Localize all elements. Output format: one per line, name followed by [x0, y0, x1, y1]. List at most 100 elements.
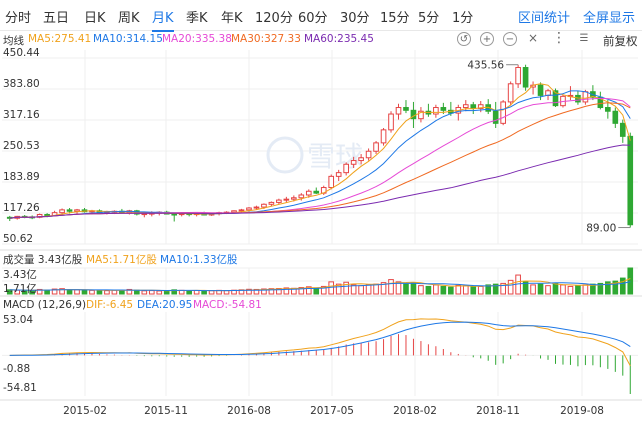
- candle-body: [403, 107, 409, 111]
- volume-bar: [343, 281, 349, 295]
- macd-tick-label: -0.88: [3, 363, 30, 375]
- volume-bar: [148, 290, 155, 295]
- tab-7[interactable]: 年K: [221, 11, 243, 26]
- tab-8[interactable]: 120分: [255, 11, 293, 26]
- price-tick-label: 183.89: [3, 171, 40, 183]
- volume-bar: [156, 290, 163, 295]
- x-axis-label: 2017-05: [310, 405, 354, 417]
- x-axis-label: 2018-02: [393, 405, 437, 417]
- tab-11[interactable]: 15分: [380, 11, 410, 26]
- watermark-text: 雪球: [307, 140, 363, 173]
- macd-dea-line: [9, 321, 631, 356]
- price-tick-label: 383.80: [3, 78, 40, 90]
- watermark-logo: [266, 136, 304, 174]
- volume-bar: [59, 288, 65, 295]
- volume-ma10-line: [9, 281, 631, 292]
- volume-ma5-line: [9, 278, 631, 292]
- settings-icon[interactable]: ☰: [579, 33, 589, 44]
- plus-icon[interactable]: +: [480, 32, 494, 46]
- more-options-icon[interactable]: ⋮: [552, 30, 566, 46]
- volume-legend-item: MA10:1.33亿股: [160, 253, 238, 266]
- ma-legend-item: MA20:335.38: [162, 33, 232, 45]
- undo-icon[interactable]: ↺: [457, 32, 471, 46]
- volume-bar: [119, 289, 125, 295]
- candle-body: [418, 110, 424, 120]
- candle-body: [380, 129, 387, 144]
- tab-10[interactable]: 30分: [340, 11, 370, 26]
- price-tick-label: 250.53: [3, 140, 40, 152]
- candle-body: [552, 90, 559, 107]
- volume-bar: [81, 289, 88, 295]
- macd-legend-item: DIF:-6.45: [86, 299, 133, 311]
- ma60-line: [9, 144, 631, 219]
- candle-body: [597, 96, 604, 109]
- tab-6[interactable]: 季K: [186, 11, 208, 26]
- volume-bar: [410, 282, 417, 295]
- tab-9[interactable]: 60分: [298, 11, 328, 26]
- tab-5[interactable]: 月K: [152, 7, 174, 32]
- volume-bar: [193, 290, 200, 295]
- macd-legend-item: DEA:20.95: [137, 299, 192, 311]
- price-tick-label: 317.16: [3, 109, 40, 121]
- volume-bar: [104, 290, 110, 295]
- volume-bar: [358, 285, 364, 295]
- volume-bar: [612, 280, 619, 295]
- candle-body: [171, 213, 178, 216]
- volume-tick-label: 3.43亿: [3, 268, 37, 281]
- period-tab-bar: 分时 五日 日K 周K 月K 季K 年K 120分 60分 30分 15分 5分 1分: [0, 0, 642, 32]
- candle-body: [358, 157, 364, 162]
- volume-bar: [380, 282, 387, 295]
- candle-body: [313, 190, 320, 194]
- candle-body: [470, 104, 477, 109]
- ma10-line: [9, 90, 631, 219]
- candle-body: [141, 213, 148, 216]
- close-icon[interactable]: ×: [527, 31, 539, 45]
- volume-bar: [418, 285, 424, 295]
- volume-bar: [522, 281, 529, 295]
- volume-bar: [627, 267, 634, 295]
- fullscreen-link[interactable]: 全屏显示: [583, 11, 636, 26]
- candle-body: [59, 209, 65, 214]
- candle-body: [231, 210, 237, 213]
- volume-bar: [477, 285, 484, 295]
- volume-bar: [470, 286, 477, 295]
- tab-13[interactable]: 1分: [452, 11, 474, 26]
- candle-body: [440, 107, 447, 111]
- ma-legend-item: MA5:275.41: [28, 33, 92, 45]
- volume-bar: [507, 279, 514, 295]
- candle-body: [462, 104, 469, 109]
- candle-body: [388, 113, 394, 131]
- volume-bar: [66, 289, 73, 295]
- x-axis-label: 2015-02: [63, 405, 107, 417]
- candle-body: [238, 209, 245, 212]
- candle-body: [395, 107, 402, 115]
- price-tick-label: 117.26: [3, 202, 40, 214]
- candle-body: [477, 104, 484, 109]
- tab-4[interactable]: 周K: [118, 11, 140, 26]
- candle-body: [268, 201, 275, 205]
- candle-body: [276, 199, 282, 203]
- candle-body: [582, 91, 589, 103]
- volume-bar: [298, 287, 305, 295]
- volume-bar: [462, 285, 469, 295]
- minus-icon[interactable]: −: [503, 32, 517, 46]
- max-price-label: 435.56: [467, 60, 504, 72]
- volume-bar: [373, 283, 379, 295]
- volume-bar: [575, 285, 581, 295]
- tab-3[interactable]: 日K: [84, 11, 106, 26]
- interval-stats-link[interactable]: 区间统计: [518, 11, 571, 26]
- adjust-mode-selector[interactable]: 前复权: [603, 34, 638, 48]
- candle-body: [246, 207, 252, 211]
- candle-body: [261, 203, 267, 208]
- tab-1[interactable]: 分时: [5, 11, 32, 26]
- candle-body: [373, 142, 379, 152]
- candle-body: [365, 150, 372, 159]
- volume-bar: [597, 282, 604, 295]
- tab-12[interactable]: 5分: [418, 11, 440, 26]
- volume-bar: [261, 288, 267, 295]
- volume-bar: [619, 277, 626, 295]
- tab-2[interactable]: 五日: [43, 11, 70, 26]
- candle-body: [575, 94, 581, 103]
- candle-body: [350, 160, 357, 165]
